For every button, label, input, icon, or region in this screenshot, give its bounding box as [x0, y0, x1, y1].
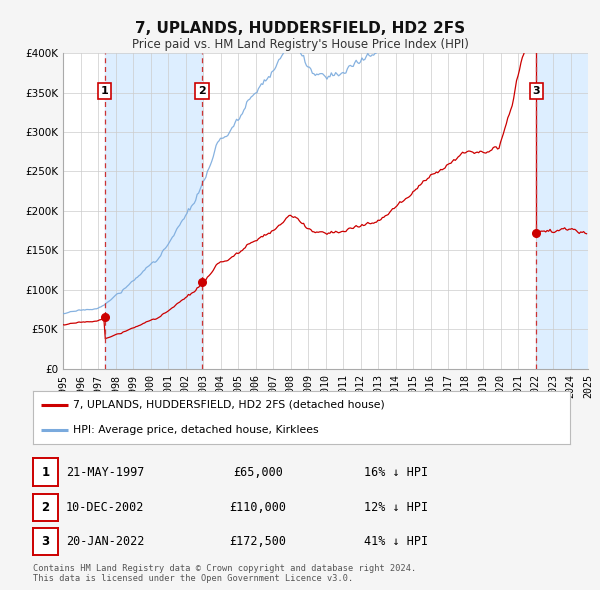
Text: 12% ↓ HPI: 12% ↓ HPI [364, 501, 428, 514]
Text: 16% ↓ HPI: 16% ↓ HPI [364, 466, 428, 478]
Text: 3: 3 [533, 86, 540, 96]
Text: HPI: Average price, detached house, Kirklees: HPI: Average price, detached house, Kirk… [73, 425, 319, 435]
Text: 2: 2 [198, 86, 206, 96]
Text: £65,000: £65,000 [233, 466, 283, 478]
Text: 41% ↓ HPI: 41% ↓ HPI [364, 535, 428, 548]
Text: £172,500: £172,500 [229, 535, 287, 548]
Text: 1: 1 [41, 466, 50, 478]
Text: £110,000: £110,000 [229, 501, 287, 514]
Text: 3: 3 [41, 535, 50, 548]
Text: 7, UPLANDS, HUDDERSFIELD, HD2 2FS: 7, UPLANDS, HUDDERSFIELD, HD2 2FS [135, 21, 465, 35]
Text: 7, UPLANDS, HUDDERSFIELD, HD2 2FS (detached house): 7, UPLANDS, HUDDERSFIELD, HD2 2FS (detac… [73, 400, 385, 410]
Bar [536, 53, 588, 369]
Text: 20-JAN-2022: 20-JAN-2022 [66, 535, 144, 548]
Bar [104, 53, 202, 369]
Text: 1: 1 [101, 86, 109, 96]
Text: 10-DEC-2002: 10-DEC-2002 [66, 501, 144, 514]
Text: 21-MAY-1997: 21-MAY-1997 [66, 466, 144, 478]
Text: Contains HM Land Registry data © Crown copyright and database right 2024.
This d: Contains HM Land Registry data © Crown c… [33, 563, 416, 583]
Text: Price paid vs. HM Land Registry's House Price Index (HPI): Price paid vs. HM Land Registry's House … [131, 38, 469, 51]
Text: 2: 2 [41, 501, 50, 514]
